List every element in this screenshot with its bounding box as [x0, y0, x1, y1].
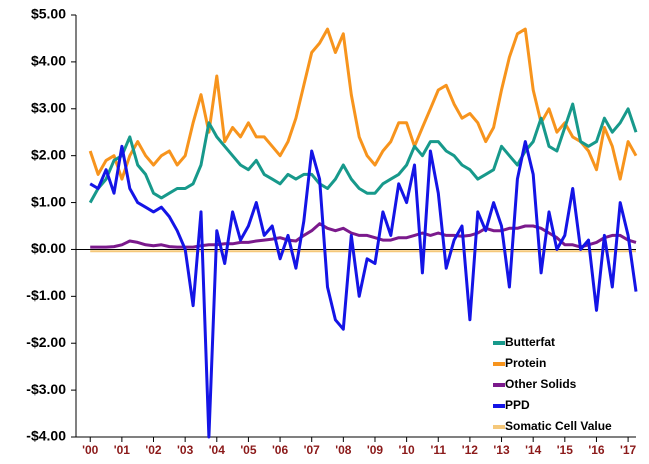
x-tick-label: '09	[367, 443, 384, 457]
legend-label: Somatic Cell Value	[505, 419, 612, 433]
legend-label: Protein	[505, 356, 546, 370]
series-line	[89, 140, 638, 439]
y-tick-label: $5.00	[31, 6, 66, 22]
x-tick-label: '13	[493, 443, 510, 457]
x-tick-label: '05	[240, 443, 257, 457]
y-tick-label: $2.00	[31, 146, 66, 162]
series-line	[90, 222, 637, 249]
y-tick-label: -$1.00	[26, 287, 66, 303]
x-tick-label: '01	[114, 443, 131, 457]
legend-label: Other Solids	[505, 377, 577, 391]
x-tick-label: '11	[430, 443, 446, 457]
x-tick-label: '02	[145, 443, 162, 457]
x-tick-label: '08	[335, 443, 352, 457]
series-line	[88, 102, 638, 204]
y-tick-label: $0.00	[31, 240, 66, 256]
y-tick-label: -$2.00	[26, 334, 66, 350]
x-tick-label: '10	[399, 443, 416, 457]
series-line	[88, 27, 638, 181]
x-tick-label: '07	[304, 443, 321, 457]
x-tick-label: '17	[620, 443, 637, 457]
x-tick-label: '00	[82, 443, 99, 457]
y-tick-label: -$3.00	[26, 381, 66, 397]
x-tick-label: '04	[209, 443, 226, 457]
x-tick-label: '03	[177, 443, 194, 457]
y-tick-label: $3.00	[31, 99, 66, 115]
x-tick-label: '06	[272, 443, 289, 457]
legend-label: Butterfat	[505, 335, 555, 349]
x-tick-label: '12	[462, 443, 479, 457]
x-tick-label: '15	[557, 443, 574, 457]
legend-label: PPD	[505, 398, 530, 412]
y-tick-label: $4.00	[31, 53, 66, 69]
x-tick-label: '14	[525, 443, 542, 457]
x-tick-label: '16	[588, 443, 605, 457]
y-tick-label: -$4.00	[26, 428, 66, 444]
y-tick-label: $1.00	[31, 193, 66, 209]
